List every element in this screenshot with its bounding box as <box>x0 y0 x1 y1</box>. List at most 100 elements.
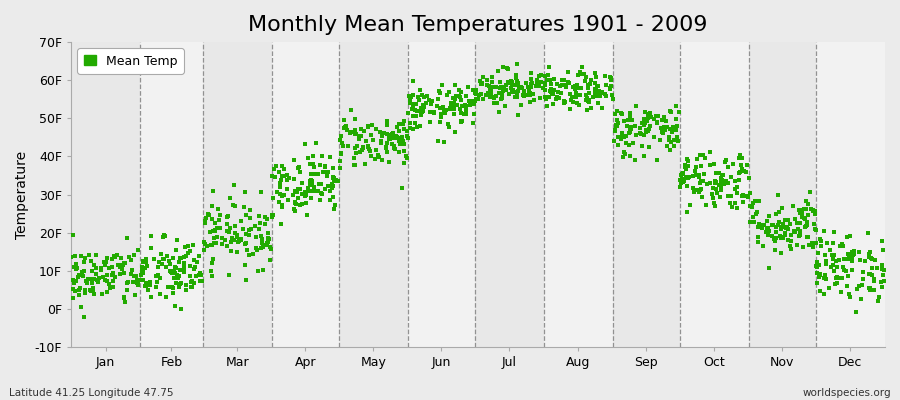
Bar <box>613 42 680 347</box>
Point <box>410 123 425 130</box>
Point <box>610 123 625 130</box>
Point <box>274 201 289 208</box>
Point <box>783 243 797 249</box>
Point <box>365 136 380 143</box>
Point <box>842 254 857 260</box>
Point <box>509 75 524 81</box>
Point <box>287 188 302 194</box>
Point <box>391 124 405 130</box>
Point <box>742 203 757 210</box>
Point <box>397 126 411 132</box>
Point <box>609 123 624 129</box>
Point <box>692 174 706 180</box>
Point <box>194 272 208 278</box>
Point <box>664 129 679 136</box>
Point <box>469 96 483 103</box>
Point <box>804 206 818 212</box>
Point <box>580 95 594 102</box>
Point <box>307 184 321 190</box>
Point <box>868 256 882 263</box>
Point <box>380 149 394 156</box>
Point <box>198 219 212 226</box>
Point <box>220 228 234 234</box>
Point <box>234 236 248 242</box>
Point <box>400 134 415 141</box>
Point <box>778 217 793 223</box>
Point <box>580 84 595 91</box>
Point <box>127 273 141 279</box>
Point <box>103 285 117 292</box>
Point <box>689 164 704 170</box>
Point <box>158 294 173 301</box>
Point <box>567 94 581 101</box>
Point <box>242 227 256 234</box>
Point <box>523 81 537 87</box>
Point <box>670 138 685 144</box>
Point <box>257 221 272 228</box>
Point <box>223 225 238 231</box>
Point <box>666 142 680 149</box>
Point <box>144 294 158 300</box>
Point <box>274 193 289 199</box>
Point <box>706 160 721 167</box>
Bar <box>202 42 272 347</box>
Point <box>696 152 710 158</box>
Point <box>518 88 532 94</box>
Point <box>523 90 537 96</box>
Point <box>757 222 771 228</box>
Point <box>469 91 483 98</box>
Point <box>735 193 750 199</box>
Point <box>134 271 148 278</box>
Point <box>110 252 124 258</box>
Point <box>714 184 728 191</box>
Point <box>623 110 637 116</box>
Point <box>526 91 540 97</box>
Point <box>520 84 535 90</box>
Point <box>333 158 347 164</box>
Point <box>231 237 246 244</box>
Point <box>172 283 186 290</box>
Point <box>814 238 828 244</box>
Point <box>318 163 332 170</box>
Point <box>177 244 192 250</box>
Point <box>708 186 723 192</box>
Point <box>824 252 839 258</box>
Point <box>746 214 760 220</box>
Point <box>382 159 396 165</box>
Point <box>504 85 518 91</box>
Point <box>384 140 399 147</box>
Point <box>84 288 98 294</box>
Point <box>586 94 600 100</box>
Point <box>679 166 693 172</box>
Point <box>778 230 792 236</box>
Point <box>281 197 295 203</box>
Point <box>700 181 715 187</box>
Point <box>538 82 553 88</box>
Point <box>666 124 680 130</box>
Point <box>88 265 103 271</box>
Point <box>406 113 420 119</box>
Point <box>392 141 407 148</box>
Point <box>723 200 737 207</box>
Point <box>117 270 131 276</box>
Point <box>732 170 746 176</box>
Point <box>797 214 812 221</box>
Point <box>536 84 550 91</box>
Point <box>455 118 470 124</box>
Point <box>436 139 451 145</box>
Point <box>509 93 524 100</box>
Point <box>657 114 671 120</box>
Point <box>331 178 346 184</box>
Point <box>327 175 341 182</box>
Point <box>827 268 842 274</box>
Point <box>802 242 816 248</box>
Point <box>346 161 361 168</box>
Point <box>305 153 320 160</box>
Point <box>135 259 149 266</box>
Point <box>444 100 458 107</box>
Point <box>223 239 238 245</box>
Point <box>177 264 192 270</box>
Point <box>715 172 729 178</box>
Point <box>124 270 139 277</box>
Point <box>130 282 145 288</box>
